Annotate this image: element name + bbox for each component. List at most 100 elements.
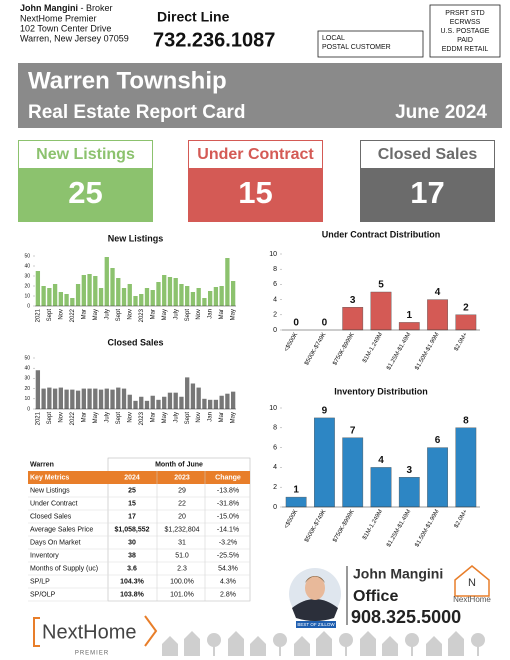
x-tick-label: 2023 — [139, 411, 145, 425]
tree — [339, 633, 353, 647]
postage-line: PRSRT STD — [445, 10, 484, 17]
column-header: 2024 — [124, 474, 140, 481]
x-tick-label: Mar — [81, 309, 87, 319]
tree — [405, 633, 419, 647]
logo-bracket — [33, 617, 40, 647]
table-cell: -31.8% — [217, 500, 239, 507]
x-tick-label: <$500K — [284, 332, 300, 353]
bar — [342, 437, 364, 508]
bar — [121, 288, 127, 306]
table-cell: 103.8% — [120, 591, 145, 598]
x-tick-label: Nov — [58, 309, 64, 320]
badge — [296, 621, 336, 628]
bar — [173, 278, 178, 306]
y-tick-label: 6 — [273, 444, 277, 451]
stat-header — [189, 141, 322, 168]
bar — [47, 288, 52, 306]
postage-indicia: PRSRT STD ECRWSS U.S. POSTAGE PAID EDDM RETA… — [441, 10, 490, 53]
bar — [47, 387, 52, 409]
bar — [133, 296, 138, 306]
postage-line: EDDM RETAIL — [442, 46, 489, 53]
y-tick-label: 8 — [273, 266, 277, 273]
value-label: 0 — [322, 318, 328, 329]
agent-card-name: John Mangini — [353, 566, 443, 582]
bar — [179, 396, 184, 409]
postage-line: PAID — [457, 37, 473, 44]
x-tick-label: Mar — [219, 412, 225, 422]
table-cell: SP/LP — [30, 578, 50, 585]
x-tick-label: $750K-$999K — [332, 332, 356, 367]
y-tick-label: 2 — [273, 484, 277, 491]
bar — [87, 388, 92, 409]
bar — [87, 274, 92, 306]
value-label: 7 — [350, 425, 356, 436]
bar — [93, 388, 98, 409]
bar — [179, 284, 184, 306]
stat-label: New Listings — [36, 146, 135, 163]
tree — [471, 633, 485, 647]
value-label: 2 — [463, 302, 469, 313]
x-tick-label: May — [231, 412, 237, 423]
bar — [219, 286, 224, 306]
y-tick-label: 10 — [24, 293, 30, 299]
house — [316, 631, 332, 656]
x-tick-label: Mar — [81, 412, 87, 422]
bar — [150, 290, 155, 306]
x-tick-label: Nov — [127, 309, 133, 320]
table-cell: -14.1% — [217, 526, 239, 533]
x-tick-label: May — [162, 309, 168, 320]
table-cell: 30 — [128, 539, 136, 546]
x-tick-label: 2022 — [70, 411, 76, 425]
x-tick-label: $1.25M-$1.49M — [386, 509, 412, 548]
bar — [167, 392, 173, 409]
table-cell: Inventory — [30, 552, 59, 559]
bar — [202, 398, 207, 409]
banner-title: Warren Township — [28, 67, 227, 94]
bar — [173, 392, 178, 409]
company: NextHome Premier — [20, 13, 97, 23]
trunk — [345, 646, 347, 656]
chart-title: New Listings — [108, 233, 164, 243]
house — [382, 636, 398, 656]
house — [250, 636, 266, 656]
house — [426, 636, 442, 656]
postage-line: ECRWSS — [450, 19, 481, 26]
stat-value: 15 — [238, 175, 272, 210]
bar — [133, 400, 138, 409]
office-label: Office — [353, 588, 398, 605]
y-tick-label: 20 — [24, 386, 30, 392]
y-tick-label: 10 — [269, 405, 277, 412]
bar — [70, 389, 75, 409]
stat-header — [19, 141, 152, 168]
x-tick-label: 2022 — [70, 308, 76, 322]
chart-title: Inventory Distribution — [334, 386, 428, 396]
table-cell: 22 — [178, 500, 186, 507]
metrics-table: Warren Month of June Key Metrics 2024 2023 Ch… — [28, 457, 251, 602]
y-tick-label: 6 — [273, 281, 277, 288]
table-head — [28, 471, 250, 484]
value-label: 1 — [293, 485, 299, 496]
bar — [35, 370, 41, 409]
x-tick-label: Mar — [219, 309, 225, 319]
x-tick-label: Jan — [208, 309, 214, 319]
bar — [156, 282, 161, 306]
recipient-line: LOCAL — [322, 35, 345, 42]
address: 102 Town Center Drive — [20, 23, 111, 33]
bar — [455, 314, 477, 331]
table-cell: 29 — [178, 487, 186, 494]
photo-hair — [305, 576, 325, 583]
trunk — [279, 646, 281, 656]
x-tick-label: Mar — [150, 412, 156, 422]
bar — [156, 399, 161, 409]
table-cell: 2.8% — [220, 591, 236, 598]
x-tick-label: $1M-1.249M — [362, 332, 384, 364]
table-cell: -15.0% — [217, 513, 239, 520]
table-cell: $1,232,804 — [164, 526, 199, 533]
agent-name: John Mangini — [20, 3, 78, 13]
tree — [273, 633, 287, 647]
y-tick-label: 10 — [24, 396, 30, 402]
x-tick-label: May — [93, 309, 99, 320]
value-label: 4 — [378, 455, 384, 466]
postage-line: U.S. POSTAGE — [441, 28, 490, 35]
